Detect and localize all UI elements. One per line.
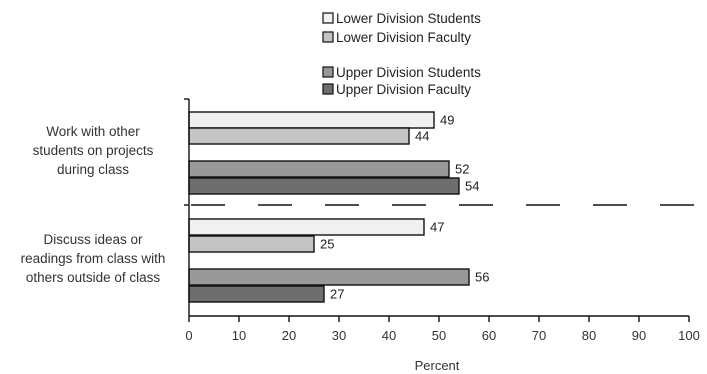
category-label-discuss-ideas: Discuss ideas or readings from class wit… [8,230,178,287]
value-label: 44 [415,129,429,144]
value-label: 27 [330,287,344,302]
x-tick-label: 90 [632,328,646,343]
category-label-line: Work with other [46,124,140,139]
x-tick-label: 0 [185,328,192,343]
value-label: 52 [455,162,469,177]
x-tick-label: 70 [532,328,546,343]
legend: Lower Division Students Lower Division Fa… [322,11,481,97]
legend-label: Lower Division Faculty [336,30,471,45]
bar-upper-division-students-1 [188,160,450,178]
bars [188,111,470,303]
legend-swatch-upper-division-faculty [322,83,334,95]
bar-upper-division-faculty-2 [188,285,325,303]
x-ticks: 0 10 20 30 40 50 60 70 80 90 100 [185,316,700,343]
legend-label: Upper Division Students [336,65,481,80]
category-label-line: during class [56,162,130,177]
x-axis-label: Percent [415,358,460,373]
legend-swatch-lower-division-faculty [322,31,334,43]
value-label: 47 [430,220,444,235]
x-tick-label: 80 [582,328,596,343]
bar-upper-division-students-2 [188,268,470,286]
x-tick-label: 100 [678,328,700,343]
value-label: 49 [440,113,454,128]
value-label: 56 [475,270,489,285]
category-label-line: students on projects [32,143,154,158]
x-tick-label: 60 [482,328,496,343]
category-label-line: others outside of class [25,270,161,285]
x-tick-label: 20 [282,328,296,343]
bar-lower-division-students-1 [188,111,435,129]
value-label: 54 [465,179,479,194]
bar-lower-division-faculty-2 [188,235,315,253]
bar-lower-division-faculty-1 [188,127,410,145]
category-label-line: Discuss ideas or [43,232,143,247]
category-label-work-with-other-students: Work with other students on projects dur… [8,122,178,179]
bar-upper-division-faculty-1 [188,177,460,195]
value-labels: 49 47 44 25 52 56 54 27 [320,113,489,302]
legend-label: Lower Division Students [336,11,481,26]
value-label: 25 [320,237,334,252]
x-tick-label: 10 [232,328,246,343]
legend-swatch-upper-division-students [322,66,334,78]
legend-label: Upper Division Faculty [336,82,471,97]
x-tick-label: 50 [432,328,446,343]
bar-lower-division-students-2 [188,218,425,236]
x-tick-label: 40 [382,328,396,343]
legend-swatch-lower-division-students [322,12,334,24]
category-label-line: readings from class with [20,251,166,266]
x-tick-label: 30 [332,328,346,343]
